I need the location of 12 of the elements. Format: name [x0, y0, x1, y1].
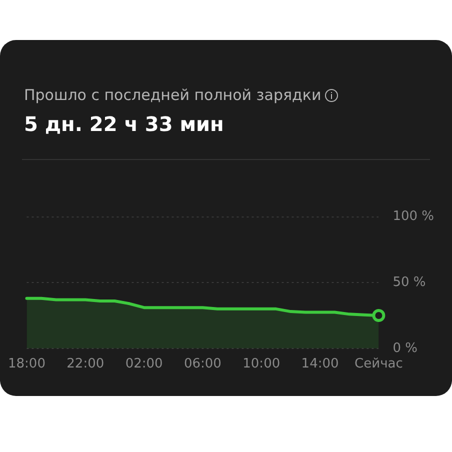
x-tick-label: 10:00	[242, 356, 280, 372]
y-tick-label: 100 %	[392, 209, 434, 224]
x-tick-label: 22:00	[66, 356, 104, 372]
x-tick-label: 18:00	[8, 356, 46, 372]
chart-subtitle: 5 дн. 22 ч 33 мин	[24, 112, 224, 136]
y-tick-label: 50 %	[392, 274, 426, 290]
x-tick-label: 06:00	[184, 356, 222, 372]
chart-title: Прошло с последней полной зарядки	[24, 86, 322, 104]
y-tick-label: 0 %	[392, 340, 418, 356]
x-tick-label: 14:00	[301, 356, 339, 372]
x-tick-label: Сейчас	[354, 356, 403, 372]
x-tick-label: 02:00	[125, 356, 163, 372]
